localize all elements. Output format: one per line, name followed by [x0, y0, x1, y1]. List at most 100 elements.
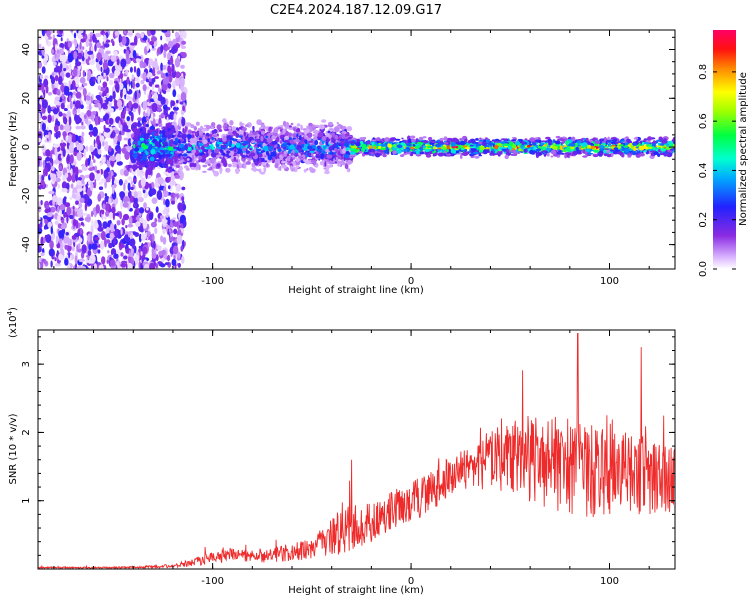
heatmap-cell [91, 243, 98, 250]
heatmap-cell [54, 220, 59, 225]
heatmap-cell [326, 133, 330, 137]
heatmap-cell [131, 74, 135, 80]
heatmap-cell [315, 146, 318, 152]
heatmap-cell [149, 156, 155, 162]
heatmap-cell [266, 137, 273, 143]
heatmap-cell [250, 152, 256, 157]
heatmap-cell [232, 164, 237, 168]
heatmap-cell [64, 123, 70, 133]
heatmap-cell [88, 33, 91, 40]
heatmap-cell [211, 134, 218, 138]
heatmap-cell [191, 149, 197, 154]
heatmap-cell [256, 119, 262, 126]
heatmap-cell [140, 251, 143, 256]
heatmap-cell [78, 258, 86, 263]
heatmap-cell [104, 180, 107, 189]
heatmap-cell [226, 150, 231, 154]
heatmap-cell [90, 210, 94, 217]
heatmap-cell [326, 154, 333, 159]
heatmap-cell [104, 113, 110, 120]
heatmap-cell [133, 66, 137, 73]
heatmap-cell [251, 140, 255, 144]
heatmap-cell [263, 145, 269, 151]
heatmap-cell [252, 125, 255, 131]
heatmap-cell [202, 134, 206, 138]
heatmap-cell [111, 127, 118, 131]
heatmap-cell [94, 237, 100, 241]
heatmap-cell [88, 167, 94, 172]
heatmap-cell [273, 148, 277, 151]
heatmap-cell [307, 132, 313, 138]
heatmap-cell [58, 230, 64, 239]
heatmap-cell [199, 142, 203, 147]
heatmap-cell [156, 190, 163, 200]
heatmap-cell [166, 161, 170, 165]
heatmap-cell [58, 48, 64, 55]
heatmap-cell [41, 99, 49, 109]
heatmap-cell [70, 30, 74, 33]
heatmap-cell [317, 132, 324, 138]
heatmap-cell [47, 105, 52, 114]
heatmap-cell [308, 122, 313, 127]
heatmap-cell [152, 67, 156, 76]
heatmap-cell [91, 224, 94, 228]
heatmap-cell [185, 122, 191, 127]
heatmap-cell [290, 158, 294, 162]
heatmap-cell [176, 99, 179, 104]
heatmap-cell [119, 211, 123, 220]
heatmap-cell [73, 50, 78, 60]
heatmap-cell [97, 249, 101, 254]
heatmap-cell [109, 170, 111, 179]
heatmap-cell [140, 79, 145, 85]
heatmap-cell [119, 55, 123, 61]
heatmap-cell [80, 104, 84, 109]
heatmap-cell [119, 191, 125, 199]
heatmap-cell [47, 131, 52, 141]
heatmap-cell [75, 195, 81, 202]
heatmap-cell [162, 209, 167, 215]
heatmap-cell [97, 226, 104, 232]
heatmap-cell [98, 91, 102, 96]
heatmap-cell [46, 30, 51, 37]
heatmap-cell [186, 158, 190, 161]
heatmap-cell [88, 59, 96, 65]
heatmap-cell [333, 158, 336, 164]
heatmap-cell [202, 164, 207, 168]
heatmap-cell [180, 155, 183, 161]
heatmap-cell [47, 36, 52, 40]
heatmap-cell [146, 207, 149, 211]
heatmap-cell [181, 255, 185, 264]
heatmap-cell [180, 45, 187, 49]
heatmap-cell [38, 103, 42, 111]
heatmap-cell [304, 129, 307, 135]
heatmap-cell [207, 168, 213, 171]
heatmap-cell [217, 163, 221, 168]
heatmap-cell [89, 254, 96, 264]
heatmap-cell [103, 43, 110, 48]
heatmap-cell [60, 37, 63, 42]
heatmap-cell [59, 165, 62, 170]
heatmap-cell [243, 163, 247, 169]
heatmap-cell [45, 85, 49, 94]
heatmap-cell [80, 189, 84, 199]
heatmap-cell [114, 30, 120, 37]
heatmap-cell [128, 216, 133, 225]
heatmap-cell [202, 139, 208, 145]
heatmap-cell [68, 163, 71, 173]
heatmap-cell [105, 210, 110, 217]
heatmap-cell [182, 30, 187, 39]
heatmap-cell [77, 169, 83, 174]
heatmap-cell [56, 197, 63, 205]
heatmap-cell [132, 129, 136, 132]
heatmap-cell [336, 160, 343, 165]
heatmap-cell [150, 188, 157, 196]
heatmap-cell [162, 77, 169, 85]
heatmap-cell [53, 159, 59, 165]
heatmap-cell [260, 127, 264, 129]
heatmap-cell [74, 100, 81, 110]
heatmap-cell [281, 164, 287, 169]
heatmap-cell [72, 165, 76, 174]
heatmap-cell [75, 125, 81, 130]
heatmap-cell [235, 142, 241, 149]
